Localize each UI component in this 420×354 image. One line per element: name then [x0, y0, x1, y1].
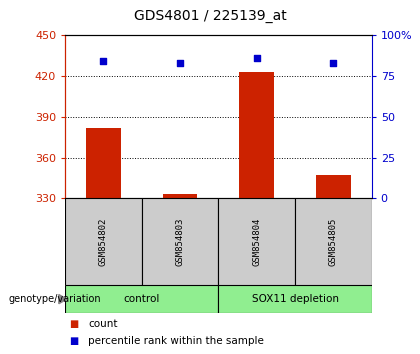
Text: percentile rank within the sample: percentile rank within the sample	[88, 336, 264, 346]
Text: GSM854803: GSM854803	[176, 217, 184, 266]
Bar	[65, 285, 218, 313]
Text: GSM854804: GSM854804	[252, 217, 261, 266]
Text: SOX11 depletion: SOX11 depletion	[252, 294, 339, 304]
Text: GDS4801 / 225139_at: GDS4801 / 225139_at	[134, 9, 286, 23]
Text: GSM854802: GSM854802	[99, 217, 108, 266]
Point	[253, 55, 260, 61]
Text: count: count	[88, 319, 118, 329]
Bar	[316, 175, 351, 198]
Bar	[65, 198, 142, 285]
Point	[330, 60, 337, 66]
Text: ■: ■	[69, 319, 79, 329]
Bar	[218, 198, 295, 285]
Point	[177, 60, 184, 66]
Bar	[142, 198, 218, 285]
Text: control: control	[123, 294, 160, 304]
Bar	[295, 198, 372, 285]
Bar	[239, 72, 274, 198]
Text: GSM854805: GSM854805	[329, 217, 338, 266]
Text: ■: ■	[69, 336, 79, 346]
Bar	[218, 285, 372, 313]
Point	[100, 59, 107, 64]
Text: genotype/variation: genotype/variation	[8, 294, 101, 304]
Bar	[86, 128, 121, 198]
Bar	[163, 194, 197, 198]
